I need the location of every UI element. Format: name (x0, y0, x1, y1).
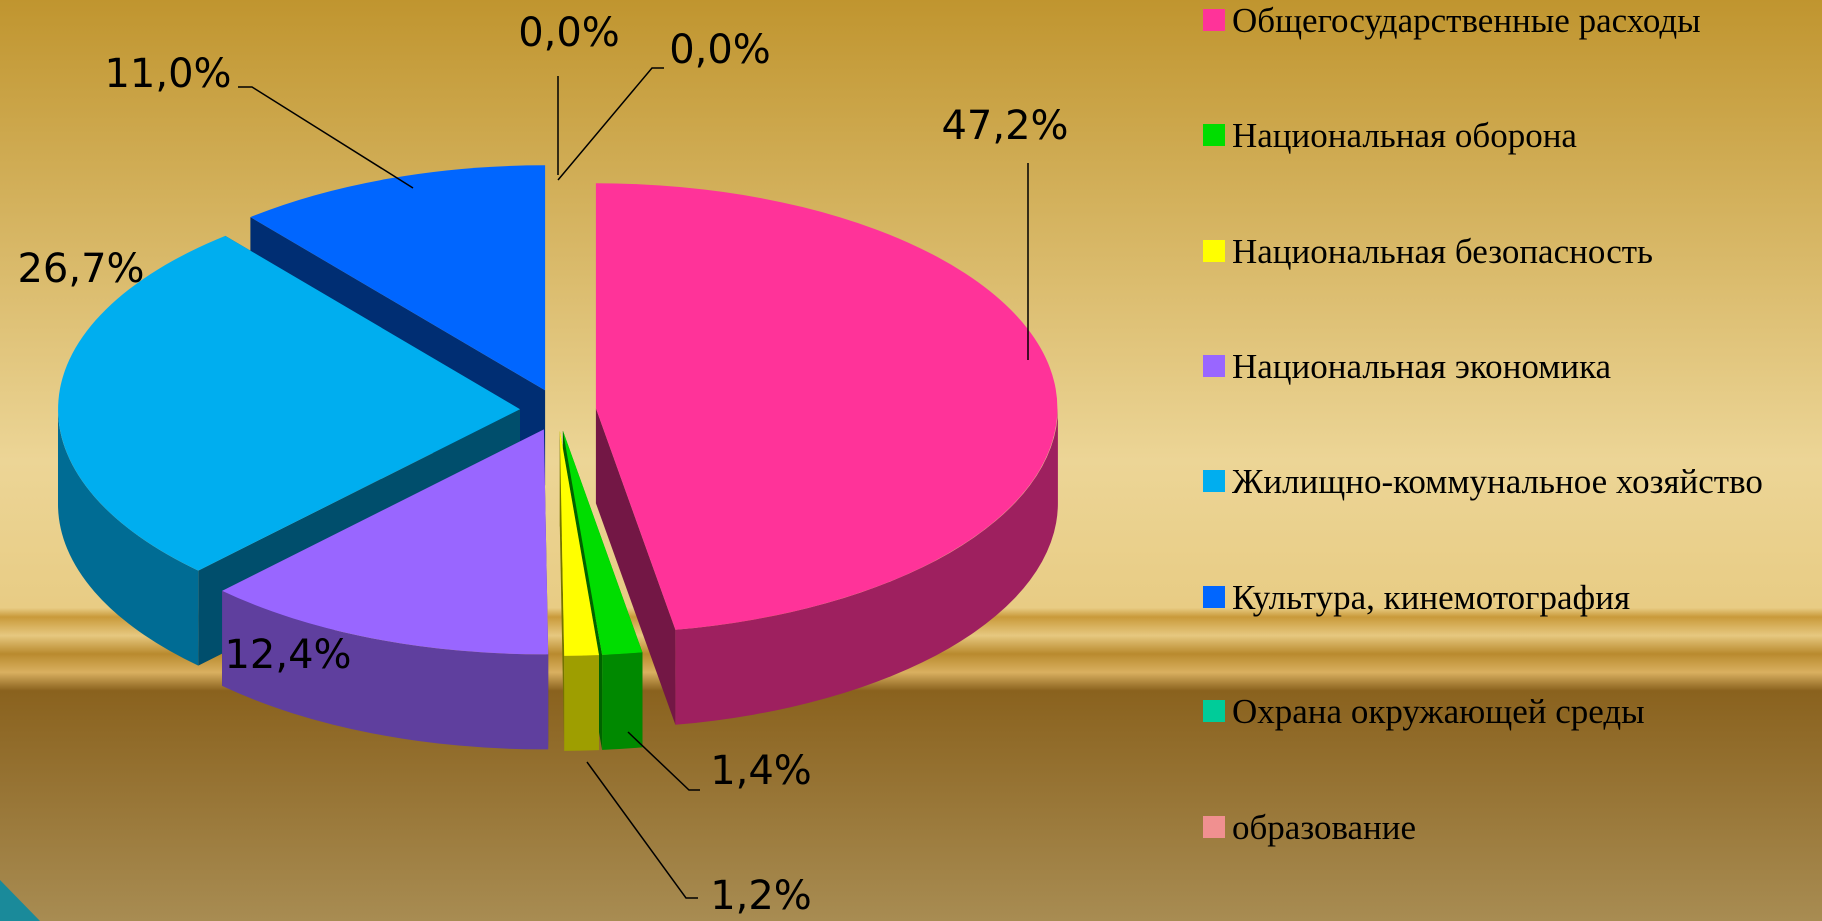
legend-label: Национальная экономика (1232, 347, 1612, 386)
corner-decoration (0, 880, 40, 921)
legend-swatch (1203, 355, 1225, 377)
slice-side (595, 408, 676, 725)
legend-swatch (1203, 470, 1225, 492)
legend-item: Национальная безопасность (1203, 227, 1822, 277)
slice-wall (222, 590, 549, 750)
legend-item: Национальная оборона (1203, 111, 1822, 161)
slice (595, 183, 1058, 630)
slice (58, 235, 520, 571)
legend-swatch (1203, 240, 1225, 262)
legend-label: Национальная безопасность (1232, 232, 1654, 271)
legend-label: Жилищно-коммунальное хозяйство (1232, 462, 1763, 501)
legend-swatch (1203, 124, 1225, 146)
data-label: 1,2% (710, 873, 812, 919)
legend-item: Жилищно-коммунальное хозяйство (1203, 457, 1822, 507)
slice (250, 165, 546, 391)
legend-item: Культура, кинемотография (1203, 573, 1822, 623)
legend-item: Охрана окружающей среды (1203, 687, 1822, 737)
slice-wall (675, 408, 1058, 725)
leader-line (238, 86, 414, 189)
legend-label: образование (1232, 808, 1417, 847)
legend-label: Общегосударственные расходы (1232, 1, 1701, 40)
legend-swatch (1203, 586, 1225, 608)
slice (222, 429, 549, 655)
legend-swatch (1203, 9, 1225, 31)
leader-line (627, 731, 700, 791)
leader-line (586, 761, 698, 899)
data-label: 26,7% (17, 246, 144, 292)
legend-swatch (1203, 700, 1225, 722)
legend-label: Охрана окружающей среды (1232, 692, 1645, 731)
legend-item: Общегосударственные расходы (1203, 0, 1822, 46)
legend-item: Национальная экономика (1203, 342, 1822, 392)
legend-label: Национальная оборона (1232, 116, 1577, 155)
slice-side (559, 430, 565, 751)
slice (562, 430, 643, 655)
data-label: 0,0% (518, 10, 620, 56)
data-label: 12,4% (224, 632, 351, 678)
leader-line (557, 67, 664, 181)
data-label: 11,0% (104, 51, 231, 97)
slice-wall (58, 409, 199, 666)
data-label: 47,2% (941, 103, 1068, 149)
slice-wall (602, 652, 643, 750)
slice-wall (564, 655, 599, 751)
slice (559, 430, 599, 656)
legend-item: образование (1203, 803, 1822, 853)
legend-swatch (1203, 816, 1225, 838)
legend-label: Культура, кинемотография (1232, 578, 1631, 617)
data-label: 1,4% (710, 748, 812, 794)
data-label: 0,0% (669, 27, 771, 73)
